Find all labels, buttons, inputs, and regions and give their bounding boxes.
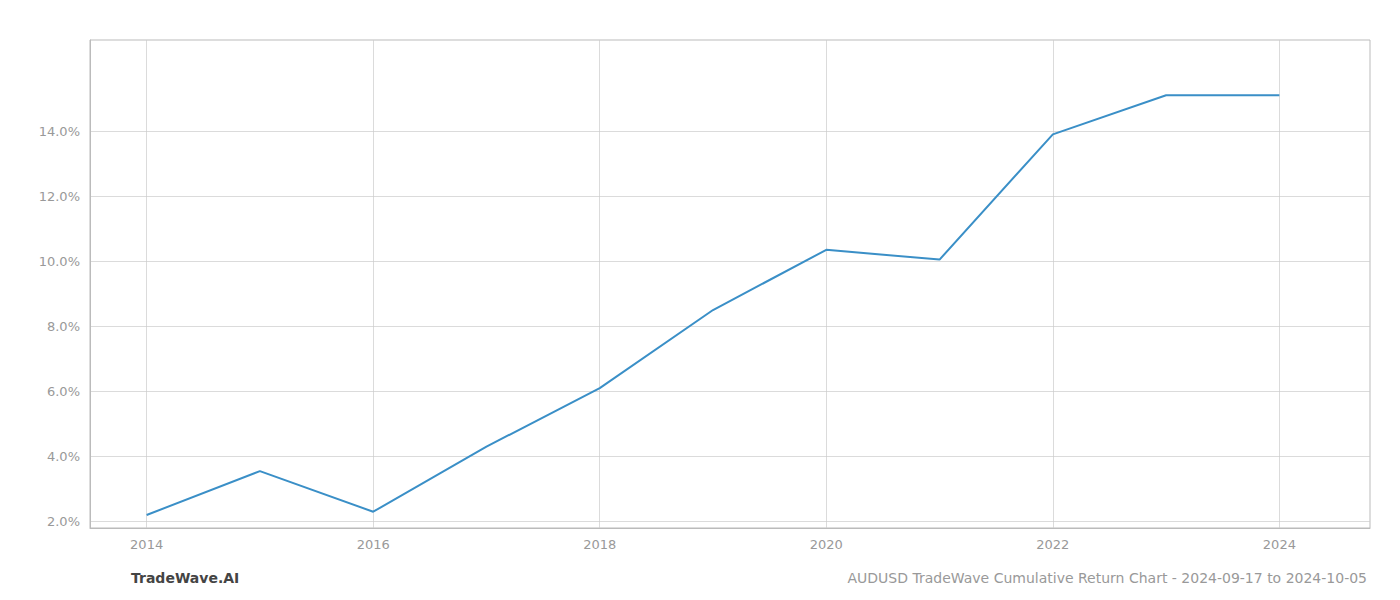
svg-text:2022: 2022	[1036, 537, 1069, 552]
svg-text:AUDUSD TradeWave Cumulative Re: AUDUSD TradeWave Cumulative Return Chart…	[847, 570, 1367, 586]
svg-text:8.0%: 8.0%	[47, 319, 80, 334]
svg-text:10.0%: 10.0%	[39, 254, 80, 269]
svg-text:TradeWave.AI: TradeWave.AI	[131, 570, 239, 586]
svg-text:14.0%: 14.0%	[39, 124, 80, 139]
svg-text:12.0%: 12.0%	[39, 189, 80, 204]
svg-text:2020: 2020	[810, 537, 843, 552]
svg-text:2016: 2016	[357, 537, 390, 552]
svg-text:2024: 2024	[1263, 537, 1296, 552]
svg-text:2018: 2018	[583, 537, 616, 552]
svg-text:6.0%: 6.0%	[47, 384, 80, 399]
svg-text:2014: 2014	[130, 537, 163, 552]
svg-text:4.0%: 4.0%	[47, 449, 80, 464]
svg-text:2.0%: 2.0%	[47, 514, 80, 529]
